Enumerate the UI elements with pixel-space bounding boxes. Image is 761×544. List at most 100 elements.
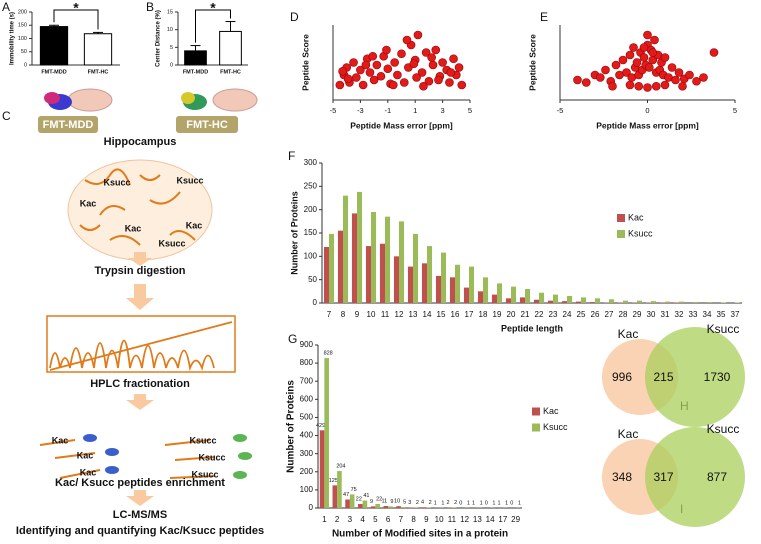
point (625, 50, 635, 60)
data-label: 204 (336, 464, 345, 470)
point (660, 53, 670, 62)
x-tick-label: 14 (423, 310, 432, 319)
point (685, 70, 694, 80)
final-label: Identifying and quantifying Kac/Ksucc pe… (16, 525, 264, 537)
point (343, 74, 353, 84)
point (445, 78, 454, 87)
y-tick-label: 700 (300, 376, 314, 385)
point (639, 53, 649, 62)
x-tick-label: 0 (645, 106, 649, 115)
point (431, 45, 441, 55)
y-axis-label: Center Distance (%) (156, 10, 162, 67)
x-tick-label: 12 (395, 310, 404, 319)
microbe (181, 92, 195, 104)
point (412, 73, 421, 82)
bar (337, 471, 342, 508)
bar (539, 292, 545, 303)
site-label: Kac (80, 198, 97, 208)
x-tick-label: 13 (473, 515, 482, 524)
bar (623, 300, 629, 303)
y-tick-label: 200 (18, 9, 27, 15)
point (335, 80, 345, 90)
bar (477, 291, 483, 303)
point (692, 76, 701, 86)
x-tick-label: 12 (460, 515, 469, 524)
y-tick-label: 150 (304, 228, 318, 237)
point (421, 48, 431, 57)
site-label: Ksucc (103, 177, 130, 187)
bar (385, 216, 391, 303)
panel-label: F (288, 149, 295, 163)
data-label: 2 (454, 500, 457, 506)
data-label: 10 (394, 499, 400, 505)
bar (396, 506, 401, 508)
bar (421, 263, 427, 303)
bar (409, 507, 414, 508)
point (424, 76, 434, 86)
x-tick-label: FMT-MDD (41, 69, 66, 75)
point (625, 80, 635, 90)
data-label: 1 (472, 500, 475, 506)
bar (575, 301, 581, 303)
bar (511, 286, 517, 303)
y-tick-label: 0 (309, 503, 314, 512)
set-label: Ksucc (707, 322, 740, 336)
bar (370, 506, 376, 508)
x-tick-label: 21 (521, 310, 530, 319)
point (660, 80, 670, 90)
y-tick-label: 50 (21, 49, 27, 55)
bar (561, 301, 567, 303)
bar (362, 500, 368, 508)
bar (383, 506, 389, 508)
bar (441, 252, 447, 303)
site-label: Ksucc (198, 452, 225, 462)
y-tick-label: 200 (300, 467, 314, 476)
point (376, 71, 386, 81)
x-tick-label: -3 (357, 106, 364, 115)
point (581, 78, 591, 87)
point (428, 60, 438, 70)
panel-label: B (146, 0, 154, 14)
group-box (176, 116, 238, 133)
x-tick-label: 29 (511, 515, 520, 524)
data-label: 1 (505, 500, 508, 506)
data-label: 2 (429, 500, 432, 506)
point (393, 70, 402, 80)
data-label: 4 (421, 500, 424, 506)
point (608, 81, 617, 91)
data-label: 1 (441, 500, 444, 506)
y-tick-label: 0 (170, 62, 173, 68)
bar (351, 213, 357, 303)
x-axis-label: Number of Modified sites in a protein (332, 529, 508, 540)
data-label: 429 (316, 423, 325, 429)
point (409, 59, 419, 69)
point (388, 80, 398, 90)
bar (399, 221, 405, 303)
x-tick-label: 18 (479, 310, 488, 319)
point (356, 65, 365, 75)
data-label: 0 (485, 500, 488, 506)
panel-label: E (540, 10, 548, 24)
bar (693, 302, 699, 303)
data-label: 41 (363, 493, 369, 499)
x-tick-label: 8 (411, 515, 416, 524)
bar (589, 302, 595, 303)
significance-bracket (195, 9, 231, 43)
x-tick-label: 33 (689, 310, 698, 319)
x-tick-label: 29 (633, 310, 642, 319)
bar (349, 494, 355, 508)
point (643, 30, 652, 40)
x-tick-label: 5 (733, 106, 737, 115)
point (369, 75, 379, 85)
x-tick-label: 17 (498, 515, 507, 524)
tissue-label: Hippocampus (104, 136, 177, 148)
point (648, 48, 658, 57)
bar (39, 26, 69, 66)
data-label: 2 (416, 500, 419, 506)
point (351, 73, 361, 82)
legend-swatch (617, 230, 625, 238)
set-count: 996 (612, 370, 632, 384)
x-tick-label: FMT-HC (88, 69, 109, 75)
x-tick-label: 24 (563, 310, 572, 319)
set-circle (645, 427, 745, 527)
